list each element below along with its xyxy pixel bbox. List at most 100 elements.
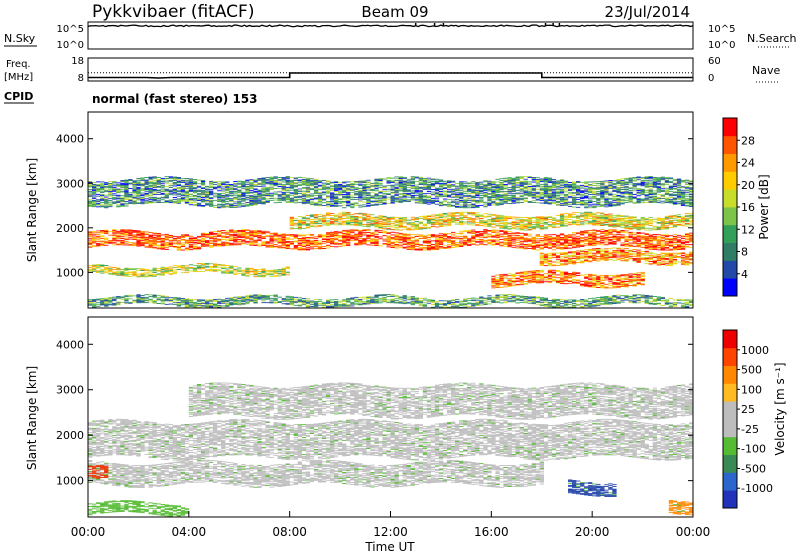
heat-cell (96, 234, 101, 235)
heat-cell (596, 278, 601, 280)
heat-cell (277, 245, 282, 247)
heat-cell (196, 203, 202, 205)
heat-cell (572, 237, 577, 239)
heat-cell (104, 266, 109, 268)
heat-cell (148, 197, 153, 198)
heat-cell (200, 264, 206, 266)
heat-cell (342, 234, 347, 236)
heat-cell (447, 225, 452, 226)
heat-cell (612, 236, 617, 238)
heat-cell (192, 182, 198, 184)
heat-cell (269, 276, 274, 277)
heat-cell (664, 241, 670, 243)
heat-cell (152, 192, 157, 194)
heat-cell (277, 241, 282, 242)
heat-cell (507, 280, 512, 282)
heat-cell (136, 197, 141, 199)
heat-cell (217, 204, 222, 206)
heat-cell (100, 206, 105, 208)
heat-cell (245, 184, 250, 186)
heat-cell (499, 226, 504, 228)
heat-cell (600, 225, 605, 226)
heat-cell (366, 219, 371, 220)
heat-cell (551, 217, 557, 219)
heat-cell (225, 236, 230, 238)
heat-cell (563, 274, 569, 276)
heat-cell (580, 237, 585, 239)
heat-cell (426, 222, 432, 224)
heat-cell (640, 228, 645, 230)
heat-cell (612, 220, 617, 222)
heat-cell (366, 225, 371, 227)
heat-cell (88, 265, 93, 267)
heat-cell (289, 244, 294, 245)
heat-cell (229, 270, 234, 271)
heat-cell (140, 276, 145, 278)
heat-cell (503, 244, 508, 245)
heat-cell (180, 186, 186, 188)
heat-cell (140, 192, 145, 194)
heat-cell (217, 188, 222, 190)
heat-cell (221, 197, 226, 199)
heat-cell (164, 245, 169, 247)
heat-cell (152, 176, 157, 178)
heat-cell (378, 215, 383, 217)
heat-cell (366, 213, 371, 215)
heat-cell (213, 240, 218, 241)
heat-cell (249, 180, 254, 181)
heat-cell (531, 273, 536, 275)
heat-cell (672, 249, 678, 251)
heat-cell (402, 218, 407, 219)
heat-cell (434, 241, 440, 242)
heat-cell (572, 241, 577, 243)
heat-cell (301, 242, 307, 244)
heat-cell (495, 234, 500, 236)
heat-cell (120, 183, 125, 185)
heat-cell (374, 245, 379, 246)
heat-cell (241, 239, 246, 240)
heat-cell (237, 203, 242, 205)
heat-cell (652, 246, 657, 248)
heat-cell (648, 222, 653, 224)
heat-cell (426, 223, 432, 225)
heat-cell (148, 232, 153, 233)
heat-cell (152, 242, 157, 244)
heat-cell (152, 188, 157, 190)
heat-cell (265, 232, 270, 234)
heat-cell (576, 237, 581, 239)
heat-cell (568, 247, 573, 249)
heat-cell (120, 195, 125, 197)
heat-cell (188, 235, 194, 237)
heat-cell (297, 243, 302, 245)
heat-cell (261, 189, 266, 191)
heat-cell (559, 213, 565, 215)
heat-cell (116, 267, 121, 269)
heat-cell (172, 271, 177, 273)
heat-cell (559, 218, 565, 219)
heat-cell (612, 231, 617, 233)
heat-cell (531, 241, 536, 243)
heat-cell (596, 283, 601, 285)
heat-cell (580, 216, 585, 218)
heat-cell (305, 224, 311, 225)
heat-cell (346, 243, 351, 245)
heat-cell (555, 224, 561, 225)
heat-cell (305, 195, 311, 197)
heat-cell (616, 225, 621, 227)
heat-cell (285, 244, 290, 246)
heat-cell (592, 222, 597, 224)
heat-cell (196, 200, 202, 201)
heat-cell (668, 223, 674, 225)
heat-cell (636, 246, 641, 248)
heat-cell (205, 243, 210, 245)
heat-cell (580, 280, 585, 282)
heat-cell (100, 241, 105, 243)
heat-cell (281, 177, 286, 178)
heat-cell (483, 215, 488, 217)
heat-cell (519, 238, 524, 239)
heat-cell (229, 207, 234, 208)
heat-cell (160, 178, 165, 180)
heat-cell (568, 244, 573, 245)
heat-cell (535, 221, 540, 222)
heat-cell (636, 279, 641, 281)
